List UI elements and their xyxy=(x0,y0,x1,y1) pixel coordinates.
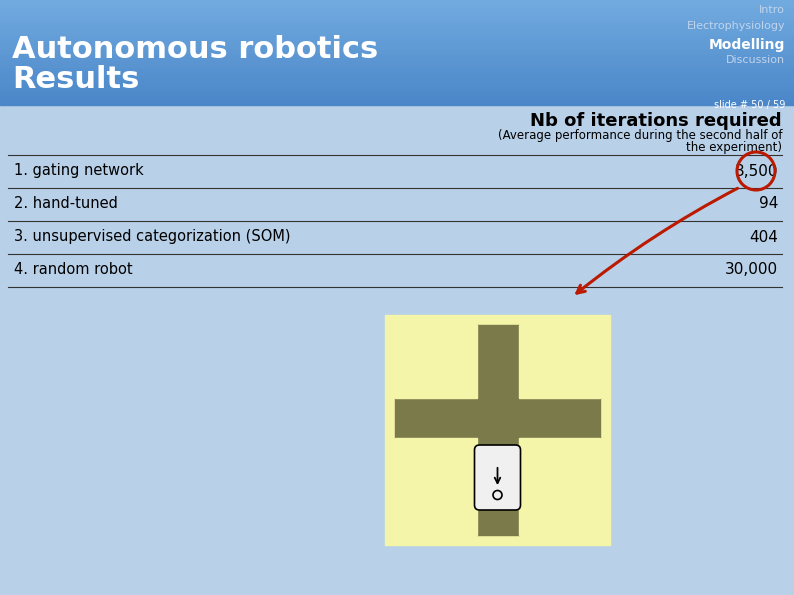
Bar xyxy=(0,84,794,87)
FancyBboxPatch shape xyxy=(475,445,521,510)
Text: 2. hand-tuned: 2. hand-tuned xyxy=(14,196,118,211)
Bar xyxy=(0,4,794,7)
Bar xyxy=(0,63,794,67)
Bar xyxy=(0,39,794,42)
Bar xyxy=(395,325,600,535)
Text: Autonomous robotics: Autonomous robotics xyxy=(12,35,378,64)
Text: (Average performance during the second half of: (Average performance during the second h… xyxy=(498,129,782,142)
Bar xyxy=(0,77,794,80)
Bar xyxy=(476,325,518,535)
Text: 3. unsupervised categorization (SOM): 3. unsupervised categorization (SOM) xyxy=(14,230,291,245)
Bar xyxy=(0,49,794,52)
Text: Modelling: Modelling xyxy=(708,38,785,52)
Bar xyxy=(0,0,794,4)
Text: 4. random robot: 4. random robot xyxy=(14,262,133,277)
Bar xyxy=(0,74,794,77)
Bar xyxy=(0,24,794,28)
Text: 94: 94 xyxy=(758,196,778,211)
Text: the experiment): the experiment) xyxy=(686,141,782,154)
Bar xyxy=(0,70,794,74)
Text: 1. gating network: 1. gating network xyxy=(14,164,144,178)
Bar xyxy=(0,14,794,17)
Text: Nb of iterations required: Nb of iterations required xyxy=(530,112,782,130)
Bar xyxy=(0,32,794,35)
Bar xyxy=(385,315,610,545)
Text: 30,000: 30,000 xyxy=(725,262,778,277)
Bar xyxy=(0,95,794,98)
Text: slide # 50 / 59: slide # 50 / 59 xyxy=(714,100,785,110)
Text: 3,500: 3,500 xyxy=(734,164,778,178)
Bar xyxy=(395,325,476,398)
Bar xyxy=(0,7,794,11)
Text: Electrophysiology: Electrophysiology xyxy=(686,21,785,31)
Text: Intro: Intro xyxy=(759,5,785,15)
Text: Discussion: Discussion xyxy=(726,55,785,65)
Bar xyxy=(0,80,794,84)
Bar xyxy=(395,438,476,535)
Bar xyxy=(395,398,600,438)
Bar xyxy=(0,42,794,45)
Bar xyxy=(0,87,794,91)
Bar xyxy=(0,28,794,32)
Bar xyxy=(0,21,794,24)
Bar xyxy=(518,438,600,535)
Bar xyxy=(0,91,794,95)
Bar xyxy=(0,56,794,60)
Bar xyxy=(518,325,600,398)
FancyArrowPatch shape xyxy=(576,188,738,293)
Bar xyxy=(0,35,794,39)
Text: Results: Results xyxy=(12,65,140,94)
Bar xyxy=(0,45,794,49)
Bar xyxy=(0,102,794,105)
Bar xyxy=(0,67,794,70)
Bar xyxy=(0,11,794,14)
Bar xyxy=(0,98,794,102)
Bar xyxy=(0,52,794,56)
Bar xyxy=(0,17,794,21)
Bar xyxy=(0,60,794,63)
Bar xyxy=(0,105,794,595)
Text: 404: 404 xyxy=(749,230,778,245)
